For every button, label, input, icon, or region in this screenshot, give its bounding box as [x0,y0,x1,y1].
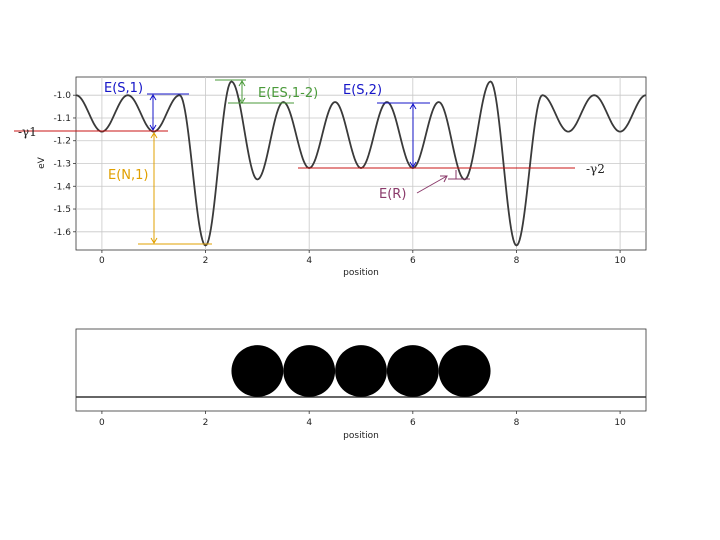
top-ytick-label-3: -1.3 [53,160,71,170]
bottom-xtick-label-5: 10 [614,418,626,428]
energy-chart: 0 2 4 6 8 10 -1.0 -1.1 -1.2 -1.3 -1.4 -1.5 -1.6 [14,76,647,278]
es1-arrowhead-top [149,94,157,101]
en1-arrowhead-top [150,132,158,139]
top-ytick-label-1: -1.1 [53,114,71,124]
particle-1 [283,345,336,397]
label-er: E(R) [379,187,406,202]
top-ytick-label-4: -1.4 [53,182,71,192]
er-pointer-arrow [416,175,448,194]
bottom-x-axis-label: position [343,431,379,441]
ees-arrowhead-top [238,80,246,87]
bottom-xtick-label-0: 0 [99,418,105,428]
ees-arrowhead-bottom [238,97,246,104]
top-y-axis-label: eV [37,156,47,169]
particle-4 [438,345,491,397]
label-gamma1: -γ1 [18,125,37,139]
top-xtick-label-4: 8 [514,256,520,266]
en1-arrowhead-bottom [150,237,158,244]
label-es2: E(S,2) [343,83,382,98]
top-x-ticks: 0 2 4 6 8 10 [99,250,626,266]
particle-chart: 0 2 4 6 8 10 position [75,328,647,441]
top-xtick-label-0: 0 [99,256,105,266]
es2-arrowhead-top [409,103,417,110]
top-ytick-label-6: -1.6 [53,228,71,238]
particle-3 [386,345,439,397]
bottom-xtick-label-2: 4 [306,418,312,428]
er-arrowhead [440,175,448,183]
top-y-ticks: -1.0 -1.1 -1.2 -1.3 -1.4 -1.5 -1.6 [53,91,76,238]
particle-2 [335,345,387,397]
top-xtick-label-5: 10 [614,256,626,266]
top-ytick-label-5: -1.5 [53,205,71,215]
bottom-xtick-label-1: 2 [203,418,209,428]
top-grid [76,77,646,250]
bottom-xtick-label-4: 8 [514,418,520,428]
top-xtick-label-3: 6 [410,256,416,266]
top-ytick-label-0: -1.0 [53,91,71,101]
bottom-x-ticks: 0 2 4 6 8 10 [99,411,626,428]
bottom-xtick-label-3: 6 [410,418,416,428]
label-ees12: E(ES,1-2) [258,86,318,101]
es1-arrowhead-bottom [149,124,157,131]
top-xtick-label-1: 2 [203,256,209,266]
es2-arrowhead-bottom [409,161,417,168]
particle-0 [231,345,284,397]
top-x-axis-label: position [343,268,379,278]
label-gamma2: -γ2 [586,162,605,176]
top-ytick-label-2: -1.2 [53,137,71,147]
particles [231,345,491,397]
top-xtick-label-2: 4 [306,256,312,266]
label-en1: E(N,1) [108,168,149,183]
label-es1: E(S,1) [104,81,143,96]
